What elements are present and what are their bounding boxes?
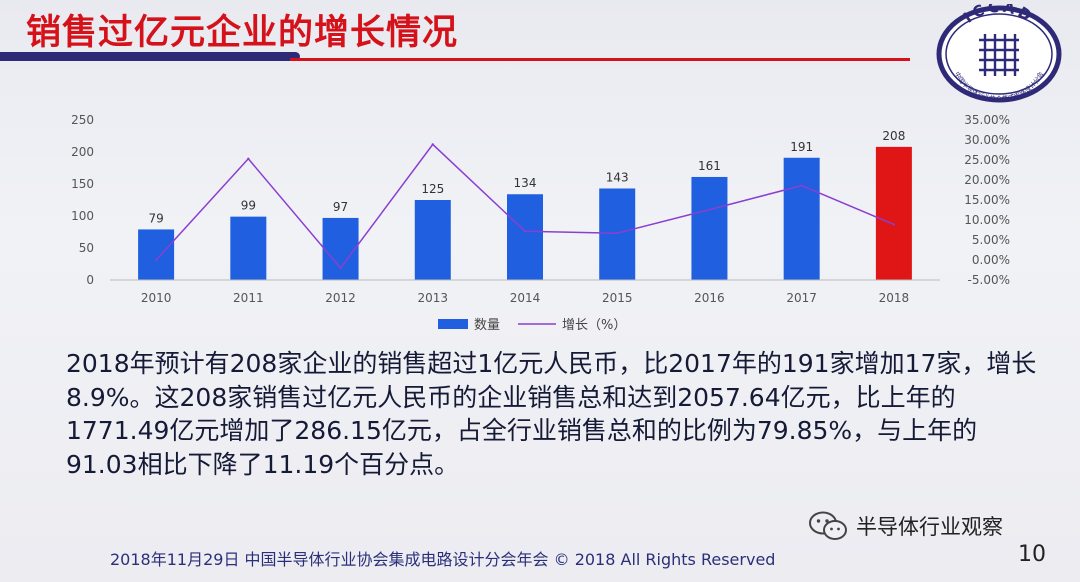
x-tick-label: 2018 <box>879 291 910 305</box>
iccad-logo: ICCAD 中国半导体行业协会集成电路设计分会 <box>936 4 1062 103</box>
bar-data-label: 99 <box>241 199 256 213</box>
y-right-tick-label: 30.00% <box>964 133 1010 147</box>
bar-data-label: 161 <box>698 159 721 173</box>
watermark: 半导体行业观察 <box>808 509 1003 543</box>
bar <box>138 229 175 280</box>
y-left-tick-label: 200 <box>71 145 94 159</box>
y-right-tick-label: 35.00% <box>964 113 1010 127</box>
title-underline <box>290 58 910 61</box>
growth-point <box>154 258 158 262</box>
growth-point <box>616 232 619 235</box>
bar <box>322 217 359 280</box>
legend-label-growth: 增长（%） <box>562 318 626 333</box>
x-tick-label: 2013 <box>418 291 449 305</box>
footer: 2018年11月29日 中国半导体行业协会集成电路设计分会年会 © 2018 A… <box>110 550 776 569</box>
wechat-icon <box>809 511 847 540</box>
x-tick-label: 2014 <box>510 291 541 305</box>
bar-data-label: 143 <box>606 170 629 184</box>
bar-data-label: 125 <box>421 182 444 196</box>
y-right-tick-label: 0.00% <box>972 253 1010 267</box>
title-underline-accent <box>0 52 300 61</box>
bar-data-label: 97 <box>333 200 348 214</box>
bar <box>875 146 912 280</box>
growth-point <box>708 208 711 211</box>
bar <box>230 216 267 280</box>
growth-point <box>339 266 342 270</box>
bar <box>414 200 451 280</box>
page-number: 10 <box>1018 542 1046 567</box>
bar-data-label: 191 <box>790 140 813 154</box>
growth-point <box>247 157 250 160</box>
y-left-tick-label: 100 <box>71 209 94 223</box>
growth-point <box>800 184 803 187</box>
y-left-tick-label: 0 <box>86 273 94 287</box>
legend-label-count: 数量 <box>474 318 500 333</box>
bar-data-label: 134 <box>514 176 537 190</box>
growth-point <box>523 230 527 233</box>
watermark-text: 半导体行业观察 <box>856 515 1003 539</box>
sales-growth-chart: 79 99 97 125 134 143 161 191 208 0 50 100 150 200 250… <box>71 113 1010 333</box>
growth-point <box>892 223 896 226</box>
x-tick-label: 2012 <box>325 291 356 305</box>
y-left-tick-label: 150 <box>71 177 94 191</box>
slide-title: 销售过亿元企业的增长情况 <box>26 13 459 53</box>
y-left-tick-label: 250 <box>71 113 94 127</box>
x-tick-label: 2015 <box>602 291 633 305</box>
y-right-tick-label: 15.00% <box>964 193 1010 207</box>
y-left-tick-label: 50 <box>79 241 94 255</box>
x-tick-label: 2017 <box>786 291 817 305</box>
legend-swatch-count <box>438 319 468 329</box>
x-tick-label: 2016 <box>694 291 725 305</box>
y-right-tick-label: 10.00% <box>964 213 1010 227</box>
bar <box>783 157 820 280</box>
bar <box>691 176 728 280</box>
y-right-tick-label: 25.00% <box>964 153 1010 167</box>
x-tick-label: 2011 <box>233 291 264 305</box>
y-right-tick-label: 5.00% <box>972 233 1010 247</box>
x-tick-label: 2010 <box>141 291 172 305</box>
growth-point <box>431 143 434 146</box>
y-right-tick-label: -5.00% <box>968 273 1010 287</box>
summary-text: 2018年预计有208家企业的销售超过1亿元人民币，比2017年的191家增加1… <box>66 349 1037 479</box>
y-right-tick-label: 20.00% <box>964 173 1010 187</box>
bar-data-label: 79 <box>148 211 163 225</box>
bar-data-label: 208 <box>882 129 905 143</box>
bar <box>507 194 543 280</box>
